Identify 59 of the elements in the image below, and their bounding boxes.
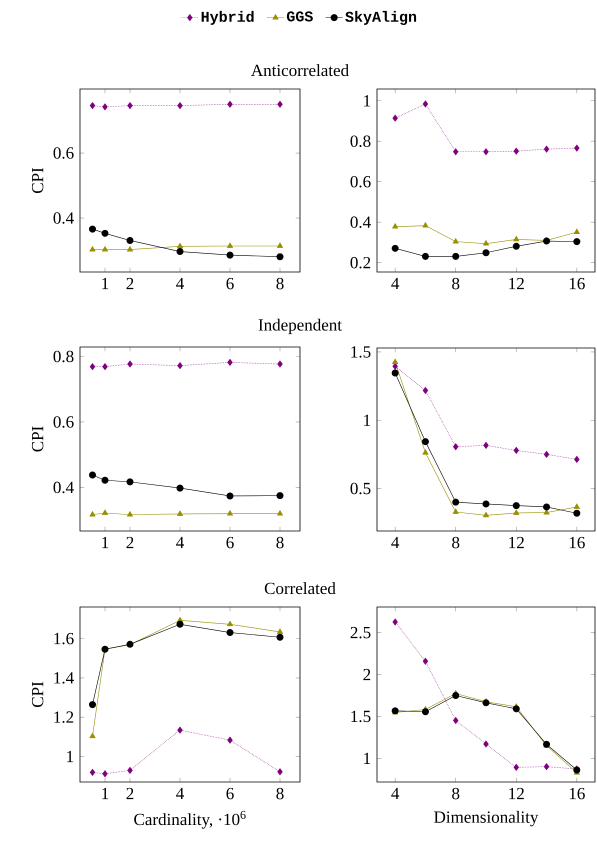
x-tick-label: 6 bbox=[226, 788, 234, 800]
x-tick-label: 1 bbox=[102, 536, 108, 548]
x-tick-label: 8 bbox=[452, 278, 460, 290]
x-tick-label: 2 bbox=[126, 536, 134, 548]
x-tick-label: 1 bbox=[102, 278, 108, 290]
y-tick-label: 0.6 bbox=[350, 176, 371, 188]
x-tick-label: 4 bbox=[176, 536, 184, 548]
y-tick-label: 1.5 bbox=[351, 346, 370, 358]
x-tick-label: 4 bbox=[176, 278, 184, 290]
x-tick-label: 8 bbox=[452, 788, 460, 800]
y-tick-label: 0.4 bbox=[54, 212, 74, 224]
x-tick-label: 6 bbox=[226, 536, 234, 548]
x-tick-label: 16 bbox=[570, 278, 585, 290]
x-tick-label: 8 bbox=[276, 536, 284, 548]
x-tick-label: 2 bbox=[126, 278, 134, 290]
x-tick-label: 12 bbox=[509, 788, 524, 800]
x-tick-label: 4 bbox=[391, 536, 400, 548]
x-tick-label: 4 bbox=[176, 788, 184, 800]
x-tick-label: 4 bbox=[391, 278, 400, 290]
y-tick-label: 0.6 bbox=[54, 416, 74, 428]
y-axis-title: CPI bbox=[32, 426, 44, 452]
y-tick-label: 1 bbox=[364, 95, 370, 106]
x-tick-label: 8 bbox=[452, 536, 460, 548]
y-tick-label: 0.4 bbox=[350, 216, 371, 228]
y-tick-label: 0.2 bbox=[350, 256, 370, 268]
y-tick-label: 2.5 bbox=[350, 626, 370, 638]
chart-title: Anticorrelated bbox=[251, 64, 349, 76]
x-tick-label: 12 bbox=[509, 278, 524, 290]
y-tick-label: 1.4 bbox=[54, 672, 74, 684]
legend-label: GGS bbox=[286, 11, 313, 22]
x-axis-title: Dimensionality bbox=[434, 810, 538, 826]
x-tick-label: 6 bbox=[226, 278, 234, 290]
y-axis-title: CPI bbox=[32, 682, 44, 708]
legend-label: Hybrid bbox=[202, 10, 254, 25]
y-tick-label: 1 bbox=[364, 752, 370, 764]
y-tick-label: 1 bbox=[364, 414, 370, 426]
chart-title: Correlated bbox=[264, 582, 336, 594]
x-tick-label: 4 bbox=[391, 788, 400, 800]
y-tick-label: 0.6 bbox=[54, 147, 74, 159]
y-tick-label: 1.2 bbox=[54, 711, 74, 723]
x-tick-label: 16 bbox=[570, 536, 585, 548]
x-tick-label: 8 bbox=[276, 788, 284, 800]
x-tick-label: 12 bbox=[509, 536, 524, 548]
x-axis-title: Cardinality, ·10$^{6}$ bbox=[134, 810, 246, 829]
chart-title: Independent bbox=[258, 318, 342, 334]
y-tick-label: 1 bbox=[67, 750, 74, 762]
y-axis-title: CPI bbox=[32, 168, 44, 194]
y-tick-label: 0.8 bbox=[54, 350, 74, 362]
y-tick-label: 2 bbox=[363, 668, 370, 680]
y-tick-label: 1.6 bbox=[54, 632, 74, 644]
y-tick-label: 0.5 bbox=[350, 482, 370, 494]
y-tick-label: 0.8 bbox=[350, 135, 370, 147]
legend-label: SkyAlign bbox=[345, 10, 416, 25]
x-tick-label: 2 bbox=[126, 788, 134, 800]
x-tick-label: 1 bbox=[102, 788, 108, 800]
x-tick-label: 8 bbox=[276, 278, 284, 290]
y-tick-label: 0.4 bbox=[54, 482, 74, 494]
x-tick-label: 16 bbox=[570, 788, 585, 800]
y-tick-label: 1.5 bbox=[351, 710, 370, 722]
